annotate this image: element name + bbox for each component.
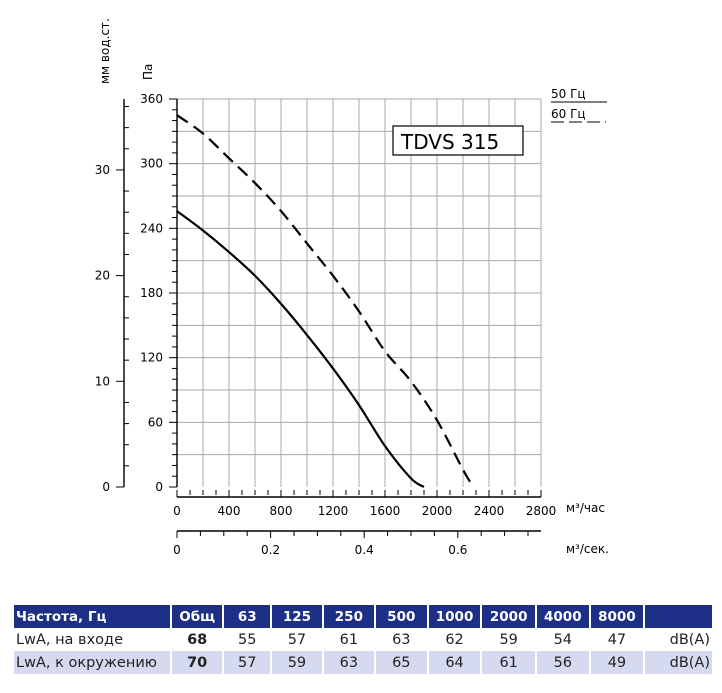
table-row: LwA, на входе 68 55 57 61 63 62 59 54 47 dB(A) <box>14 628 714 651</box>
row-value: 59 <box>481 628 537 651</box>
y-tick-label-pa: 300 <box>140 157 163 171</box>
noise-table: Частота, Гц Общ 63 125 250 500 1000 2000 4000 800… <box>14 605 714 674</box>
row-value: 63 <box>322 651 376 674</box>
chart-grid <box>177 98 542 487</box>
row-value: 64 <box>427 651 483 674</box>
row-value: 61 <box>322 628 376 651</box>
y-tick-label-mm: 20 <box>95 269 110 283</box>
table-header-cell: 250 <box>322 605 376 628</box>
x-axis-unit-top: м³/час <box>566 501 605 515</box>
row-value: 61 <box>481 651 537 674</box>
x-tick-label-m3h: 2400 <box>474 504 505 518</box>
x-tick-label-m3s: 0 <box>173 543 181 557</box>
table-header-cell: 500 <box>374 605 429 628</box>
x-tick-label-m3s: 0.2 <box>261 543 280 557</box>
series-line-60hz <box>176 114 475 488</box>
row-value: 63 <box>374 628 429 651</box>
x-tick-label-m3h: 800 <box>270 504 293 518</box>
row-value: 47 <box>589 628 646 651</box>
table-header-cell: 1000 <box>427 605 483 628</box>
y-tick-label-pa: 0 <box>155 480 163 494</box>
x-tick-label-m3s: 0.4 <box>355 543 374 557</box>
x-tick-label-m3h: 2000 <box>422 504 453 518</box>
x-tick-label-m3h: 2800 <box>526 504 557 518</box>
table-header-cell: 4000 <box>535 605 591 628</box>
x-tick-label-m3s: 0.6 <box>448 543 467 557</box>
y-axis-pa-label: Па <box>141 64 155 80</box>
x-axis-unit-bottom: м³/сек. <box>566 542 609 556</box>
row-value: 62 <box>427 628 483 651</box>
row-value: 57 <box>270 628 324 651</box>
chart-axes <box>116 98 542 538</box>
y-tick-label-pa: 60 <box>148 415 163 429</box>
model-label-box <box>392 125 524 156</box>
y-tick-label-mm: 10 <box>95 374 110 388</box>
row-label: LwA, к окружению <box>14 651 172 674</box>
x-tick-label-m3h: 400 <box>218 504 241 518</box>
table-header-cell: 63 <box>223 605 272 628</box>
series-line-50hz <box>176 210 425 488</box>
row-value: 65 <box>374 651 429 674</box>
row-unit: dB(A) <box>644 628 714 651</box>
row-value: 56 <box>535 651 591 674</box>
row-total: 70 <box>170 651 225 674</box>
table-header-cell: 125 <box>270 605 324 628</box>
legend-60hz: 60 Гц <box>551 107 586 121</box>
table-header-freq: Частота, Гц <box>14 605 172 628</box>
row-value: 54 <box>535 628 591 651</box>
y-tick-label-pa: 360 <box>140 92 163 106</box>
table-header-cell: 2000 <box>481 605 537 628</box>
x-tick-label-m3h: 0 <box>173 504 181 518</box>
y-tick-label-pa: 240 <box>140 221 163 235</box>
y-tick-label-mm: 0 <box>102 480 110 494</box>
chart-curves <box>176 114 475 488</box>
row-total: 68 <box>170 628 225 651</box>
table-header-row: Частота, Гц Общ 63 125 250 500 1000 2000 4000 800… <box>14 605 714 628</box>
table-row: LwA, к окружению 70 57 59 63 65 64 61 56 49 dB(A) <box>14 651 714 674</box>
table-header-cell: Общ <box>170 605 225 628</box>
y-tick-label-pa: 180 <box>140 286 163 300</box>
table-header-cell: 8000 <box>589 605 646 628</box>
y-tick-label-mm: 30 <box>95 163 110 177</box>
x-tick-label-m3h: 1600 <box>370 504 401 518</box>
y-axis-mm-label: мм вод.ст. <box>98 18 112 84</box>
table-header-cell <box>644 605 714 628</box>
table-body: LwA, на входе 68 55 57 61 63 62 59 54 47 dB(A) LwA,… <box>14 628 714 674</box>
row-value: 57 <box>223 651 272 674</box>
row-value: 59 <box>270 651 324 674</box>
row-value: 55 <box>223 628 272 651</box>
model-label: TDVS 315 <box>400 130 499 154</box>
legend-50hz: 50 Гц <box>551 87 586 101</box>
x-tick-label-m3h: 1200 <box>318 504 349 518</box>
row-label: LwA, на входе <box>14 628 172 651</box>
row-value: 49 <box>589 651 646 674</box>
y-tick-label-pa: 120 <box>140 351 163 365</box>
row-unit: dB(A) <box>644 651 714 674</box>
